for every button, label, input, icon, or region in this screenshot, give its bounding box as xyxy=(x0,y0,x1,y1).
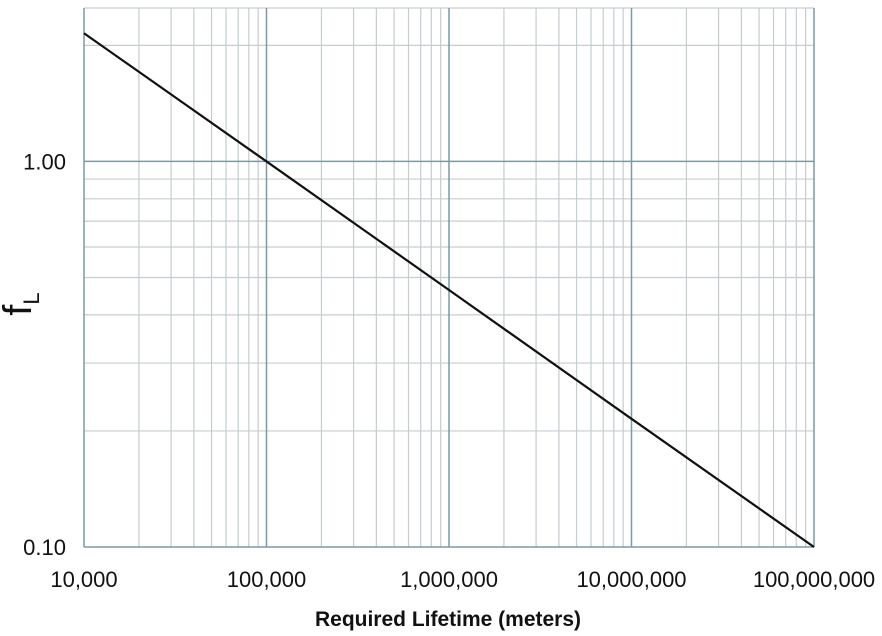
y-axis-title: fL xyxy=(0,292,44,315)
y-axis-title-subscript: L xyxy=(19,292,44,304)
y-tick-label: 0.10 xyxy=(23,535,66,560)
series-line xyxy=(83,32,815,548)
x-tick-label: 100,000,000 xyxy=(753,567,875,592)
x-tick-label: 1,000,000 xyxy=(400,567,498,592)
x-tick-labels: 10,000 100,000 1,000,000 10,000,000 100,000,… xyxy=(50,567,875,592)
y-axis-title-main: f xyxy=(0,304,40,316)
series-layer xyxy=(83,32,815,548)
x-tick-label: 10,000 xyxy=(50,567,117,592)
y-tick-label: 1.00 xyxy=(23,149,66,174)
x-tick-label: 10,000,000 xyxy=(576,567,686,592)
grid xyxy=(83,7,815,548)
x-axis-title: Required Lifetime (meters) xyxy=(315,608,581,631)
x-tick-label: 100,000 xyxy=(227,567,307,592)
y-tick-labels: 1.00 0.10 xyxy=(23,149,66,560)
